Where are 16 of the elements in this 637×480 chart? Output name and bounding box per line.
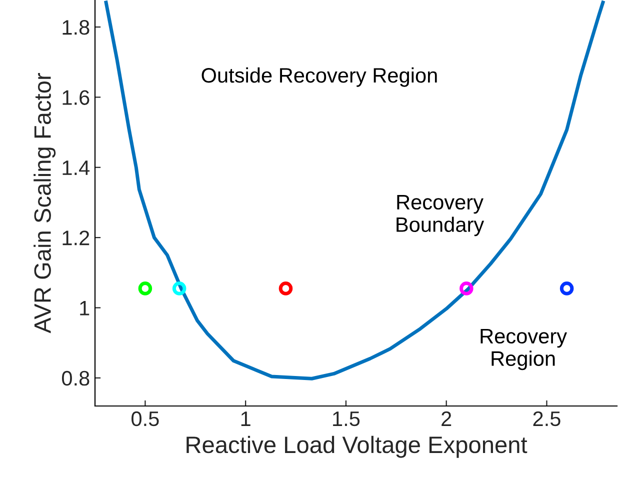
- x-tick-label: 2: [442, 411, 452, 426]
- annotation: Outside Recovery Region: [202, 67, 437, 87]
- annotation: Recovery Region: [480, 328, 567, 370]
- y-tick-label: 1: [80, 300, 90, 316]
- y-tick-label: 1.8: [62, 20, 90, 35]
- y-tick-label: 1.6: [62, 90, 90, 105]
- y-axis-title: AVR Gain Scaling Factor: [34, 73, 56, 334]
- y-tick-label: 1.4: [62, 160, 90, 175]
- x-tick-label: 1.5: [333, 412, 360, 426]
- x-tick-label: 2.5: [533, 411, 560, 426]
- y-tick-label: 0.8: [62, 370, 90, 386]
- x-tick-label: 0.5: [132, 411, 159, 426]
- y-tick-label: 1.2: [62, 230, 90, 246]
- x-axis-title: Reactive Load Voltage Exponent: [186, 436, 528, 458]
- x-tick-label: 1: [241, 412, 250, 426]
- annotation: Recovery Boundary: [396, 195, 484, 236]
